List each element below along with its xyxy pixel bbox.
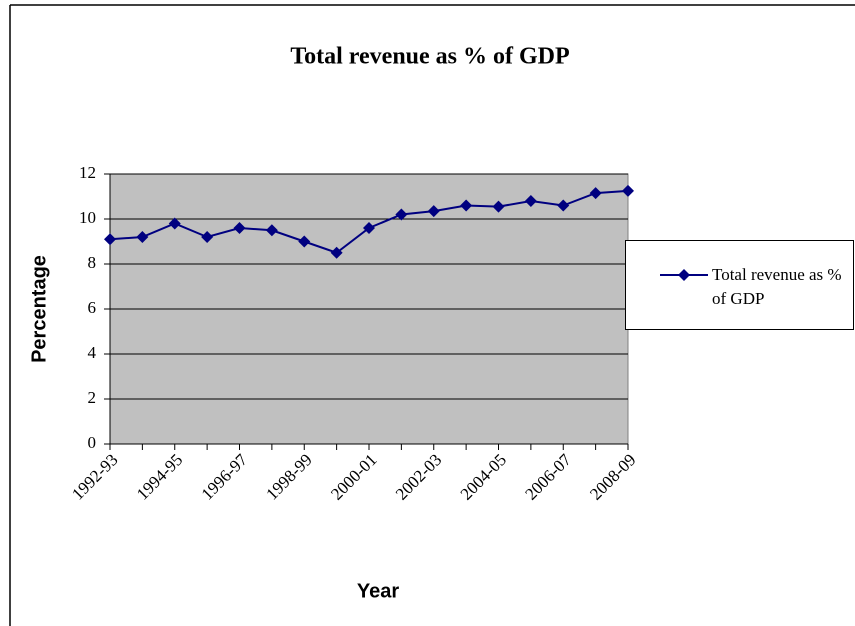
y-tick-label: 6 — [88, 298, 97, 317]
legend: Total revenue as % of GDP — [625, 240, 854, 330]
x-tick-label: 1996-97 — [198, 450, 252, 504]
data-point — [557, 199, 570, 212]
data-point — [363, 222, 375, 234]
data-point — [524, 195, 537, 207]
x-axis-label: Year — [357, 580, 399, 602]
data-point — [589, 187, 602, 200]
y-tick-label: 4 — [88, 343, 97, 362]
data-point — [427, 205, 440, 218]
data-point — [298, 235, 311, 248]
y-tick-label: 2 — [88, 388, 97, 407]
legend-symbol — [660, 269, 708, 281]
x-tick-label: 1998-99 — [262, 450, 316, 504]
y-axis-label: Percentage — [28, 255, 50, 363]
x-tick-label: 2000-01 — [327, 450, 381, 504]
data-point — [136, 231, 149, 243]
legend-marker — [678, 269, 690, 281]
data-point — [104, 233, 116, 246]
data-point — [265, 224, 278, 237]
x-tick-label: 2002-03 — [392, 450, 446, 504]
data-point — [201, 231, 214, 243]
y-tick-label: 12 — [79, 163, 96, 182]
data-point — [233, 222, 246, 234]
data-point — [168, 217, 181, 230]
data-point — [330, 246, 343, 259]
y-tick-label: 10 — [79, 208, 96, 227]
legend-label: Total revenue as % of GDP — [712, 265, 842, 308]
x-tick-label: 1992-93 — [68, 450, 122, 504]
y-tick-label: 0 — [88, 433, 97, 452]
x-tick-label: 1994-95 — [133, 450, 187, 504]
x-tick-label: 2006-07 — [521, 450, 575, 504]
data-point — [395, 208, 408, 221]
x-tick-label: 2008-09 — [586, 450, 640, 504]
chart-title: Total revenue as % of GDP — [290, 44, 569, 70]
data-point — [460, 199, 473, 212]
data-point — [492, 200, 505, 213]
y-tick-label: 8 — [88, 253, 97, 272]
data-point — [622, 184, 634, 197]
x-tick-label: 2004-05 — [457, 450, 511, 504]
